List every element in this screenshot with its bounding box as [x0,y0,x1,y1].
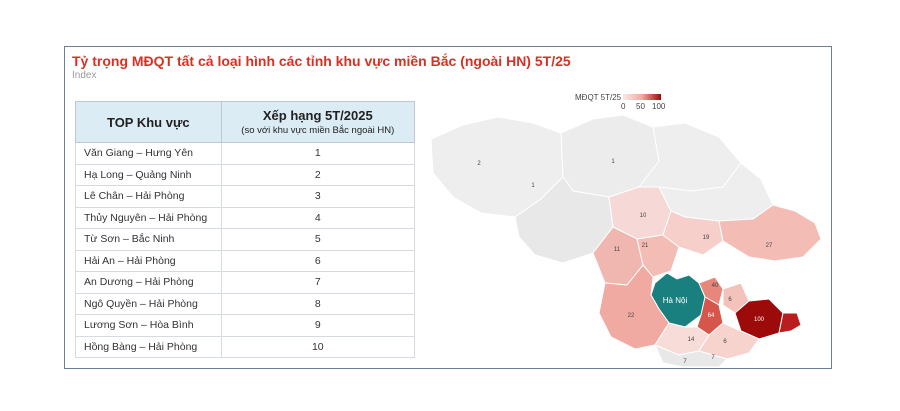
map-value-label: 19 [703,235,710,241]
rank-cell: 4 [220,206,416,229]
rank-cell: 1 [220,142,416,165]
rank-cell: 2 [220,163,416,186]
table-row: Ngô Quyền – Hải Phòng 8 [75,292,416,315]
area-cell: An Dương – Hải Phòng [75,271,222,294]
rank-cell: 6 [220,249,416,272]
map-value-label: 27 [766,243,773,249]
map-region [734,298,784,340]
map-value-label: 22 [628,313,635,319]
area-cell: Lương Sơn – Hòa Bình [75,314,222,337]
hanoi-label: Hà Nội [663,296,688,305]
map-value-label: 21 [642,243,649,249]
area-cell: Văn Giang – Hưng Yên [75,142,222,165]
map-value-label: 6 [728,297,732,303]
map-value-label: 6 [723,339,727,345]
table-row: Lương Sơn – Hòa Bình 9 [75,314,416,337]
map-region [662,210,724,256]
map-region [598,264,670,350]
area-cell: Lê Chân – Hải Phòng [75,185,222,208]
map-region [778,312,802,334]
legend-title: MĐQT 5T/25 [575,93,622,102]
table-row: Hạ Long – Quảng Ninh 2 [75,163,416,186]
map-region [654,344,728,367]
chart-card: Tỷ trọng MĐQT tất cả loại hình các tỉnh … [64,46,832,369]
legend-tick: 50 [636,102,645,111]
rank-cell: 7 [220,271,416,294]
rank-cell: 10 [220,335,416,358]
rank-cell: 5 [220,228,416,251]
table-row: Hải An – Hải Phòng 6 [75,249,416,272]
table-row: Văn Giang – Hưng Yên 1 [75,142,416,165]
table-row: Thủy Nguyên – Hải Phòng 4 [75,206,416,229]
map-value-label: 2 [477,161,481,167]
area-cell: Từ Sơn – Bắc Ninh [75,228,222,251]
rank-cell: 9 [220,314,416,337]
header-rank: Xếp hạng 5T/2025 (so với khu vực miền Bắ… [220,101,416,143]
map-region [698,276,724,306]
legend-color-bar [623,94,661,100]
map-value-label: 7 [683,359,687,365]
map-value-label: 10 [640,213,647,219]
header-area: TOP Khu vực [75,101,222,143]
map-value-label: 1 [611,159,615,165]
area-cell: Hạ Long – Quảng Ninh [75,163,222,186]
map-value-label: 100 [754,317,765,323]
area-cell: Hồng Bàng – Hải Phòng [75,335,222,358]
map-value-label: 1 [531,183,535,189]
legend-tick: 100 [652,102,666,111]
map-value-label: 7 [711,355,715,361]
chart-title: Tỷ trọng MĐQT tất cả loại hình các tỉnh … [72,53,571,69]
legend-tick: 0 [621,102,626,111]
map-region [718,204,822,262]
area-cell: Ngô Quyền – Hải Phòng [75,292,222,315]
rank-cell: 3 [220,185,416,208]
map-value-label: 40 [712,283,719,289]
ranking-table: TOP Khu vực Xếp hạng 5T/2025 (so với khu… [75,101,416,358]
table-row: Hồng Bàng – Hải Phòng 10 [75,335,416,358]
chart-subtitle: Index [72,70,97,81]
map-value-label: 64 [708,313,715,319]
table-row: An Dương – Hải Phòng 7 [75,271,416,294]
table-row: Lê Chân – Hải Phòng 3 [75,185,416,208]
map-value-label: 11 [614,247,621,253]
area-cell: Thủy Nguyên – Hải Phòng [75,206,222,229]
map-value-label: 14 [688,337,695,343]
area-cell: Hải An – Hải Phòng [75,249,222,272]
choropleth-map: 2 1 1 10 11 21 40 19 27 6 64 100 22 14 6… [430,114,822,367]
table-row: Từ Sơn – Bắc Ninh 5 [75,228,416,251]
rank-cell: 8 [220,292,416,315]
